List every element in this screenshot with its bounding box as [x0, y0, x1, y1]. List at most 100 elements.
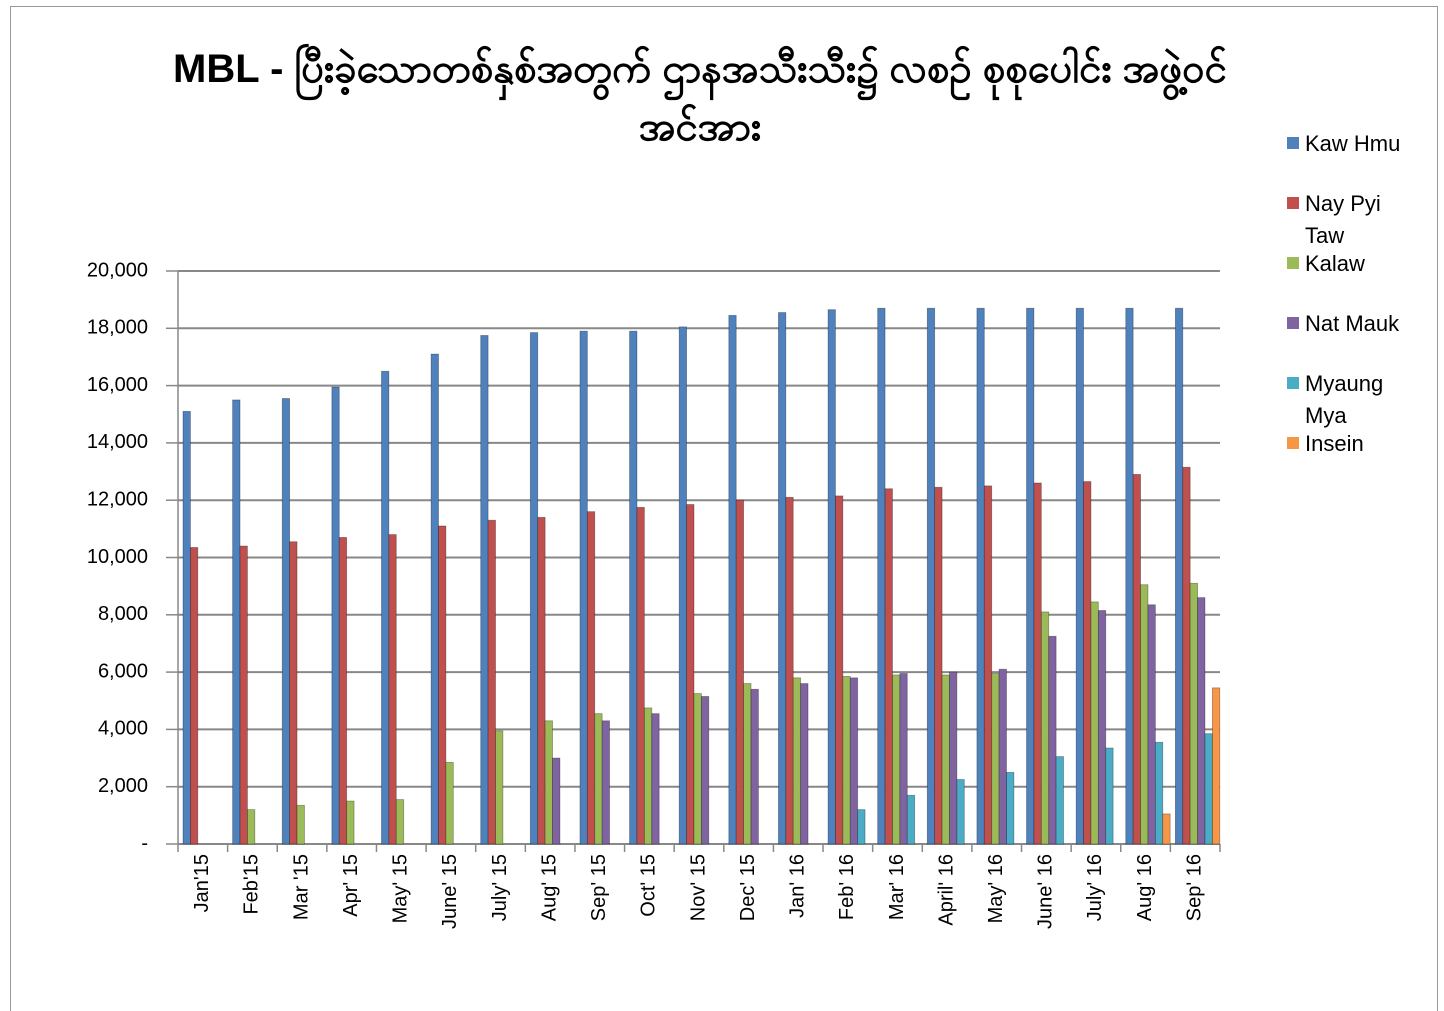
bar [1105, 747, 1114, 845]
bar [1040, 611, 1050, 845]
bar [991, 673, 1000, 845]
bar [552, 757, 561, 845]
x-tick-label: April' 16 [935, 854, 957, 926]
x-tick-label: Dec' 15 [737, 854, 759, 921]
bar [537, 516, 546, 845]
y-tick-label: - [141, 832, 148, 854]
x-tick-label: Jan' 16 [787, 854, 809, 918]
legend-swatch [1287, 257, 1299, 269]
bar [877, 307, 886, 845]
bar [1147, 604, 1156, 845]
x-tick-label: Jan'15 [191, 854, 213, 912]
bar [835, 495, 844, 845]
bar [827, 309, 836, 845]
legend-label: Nay Pyi Taw [1305, 191, 1381, 248]
bar [1055, 756, 1064, 845]
bar [529, 332, 539, 845]
bar [976, 307, 985, 845]
bar [956, 779, 965, 845]
y-tick-label: 20,000 [87, 259, 148, 281]
x-tick-label: Apr' 15 [340, 854, 362, 917]
bar [983, 485, 993, 845]
x-tick-label: May' 16 [985, 854, 1007, 923]
legend-swatch [1287, 197, 1299, 209]
bar [629, 330, 638, 845]
bar [1162, 813, 1171, 845]
y-tick-label: 16,000 [87, 374, 148, 396]
bar [189, 547, 199, 845]
chart-title: MBL - ပြီးခဲ့သောတစ်နှစ်အတွက် ဌာနအသီးသီး၌… [173, 47, 1227, 149]
bar [926, 307, 936, 845]
bar [1174, 307, 1184, 845]
x-tick-label: Feb'15 [241, 854, 263, 915]
x-tick-label: June' 15 [439, 854, 461, 929]
y-tick-label: 8,000 [98, 603, 148, 625]
bar [1182, 466, 1191, 845]
bar [331, 386, 340, 845]
bar [1075, 307, 1084, 845]
bar [643, 707, 653, 845]
bar [1090, 601, 1099, 845]
legend-label: Insein [1305, 431, 1364, 456]
legend-item: Myaung Mya [1287, 368, 1412, 432]
x-tick-label: Aug' 15 [538, 854, 560, 921]
legend-swatch [1287, 137, 1299, 149]
bar [430, 353, 439, 845]
bar [586, 511, 596, 845]
bar [438, 525, 447, 845]
x-tick-label: May' 15 [390, 854, 412, 923]
bar [601, 720, 610, 845]
bar [998, 668, 1007, 845]
bar [445, 761, 454, 845]
bar [857, 809, 866, 845]
bar [750, 688, 759, 845]
bar [651, 713, 660, 845]
bar [381, 370, 390, 845]
bar [728, 315, 737, 845]
x-tick-label: Mar '15 [290, 854, 312, 920]
bar [346, 800, 355, 845]
y-tick-label: 14,000 [87, 431, 148, 453]
y-tick-label: 6,000 [98, 660, 148, 682]
bar [281, 398, 291, 845]
bar [480, 335, 489, 845]
y-tick-label: 18,000 [87, 317, 148, 339]
bar [934, 486, 943, 845]
bar [949, 671, 958, 845]
bar [182, 410, 191, 845]
bar [743, 683, 752, 845]
bar [636, 506, 645, 845]
legend-swatch [1287, 437, 1299, 449]
frame [10, 6, 1438, 1011]
bar [792, 677, 802, 845]
bar [849, 677, 859, 845]
bar [1132, 474, 1141, 845]
y-tick-label: 10,000 [87, 546, 148, 568]
x-tick-label: July' 15 [489, 854, 511, 921]
legend-swatch [1287, 317, 1299, 329]
y-tick-label: 2,000 [98, 775, 148, 797]
legend-item: Insein [1287, 428, 1412, 460]
bar [892, 674, 901, 845]
bar [693, 693, 702, 845]
legend-label: Kalaw [1305, 251, 1365, 276]
legend-label: Myaung Mya [1305, 371, 1384, 428]
bar [544, 720, 553, 845]
x-tick-label: Sep' 16 [1183, 854, 1205, 921]
bar [594, 713, 603, 845]
bar [232, 399, 241, 845]
bar [678, 326, 687, 845]
y-tick-label: 4,000 [98, 718, 148, 740]
legend-swatch [1287, 377, 1299, 389]
bar [247, 809, 256, 845]
bar [899, 673, 908, 845]
legend-item: Nat Mauk [1287, 308, 1412, 340]
bar [700, 696, 710, 845]
legend-label: Nat Mauk [1305, 311, 1400, 336]
bar [338, 537, 348, 845]
bar [1125, 307, 1134, 845]
x-tick-label: Aug' 16 [1134, 854, 1156, 921]
x-tick-label: Nov' 15 [687, 854, 709, 921]
bar [1033, 482, 1042, 845]
